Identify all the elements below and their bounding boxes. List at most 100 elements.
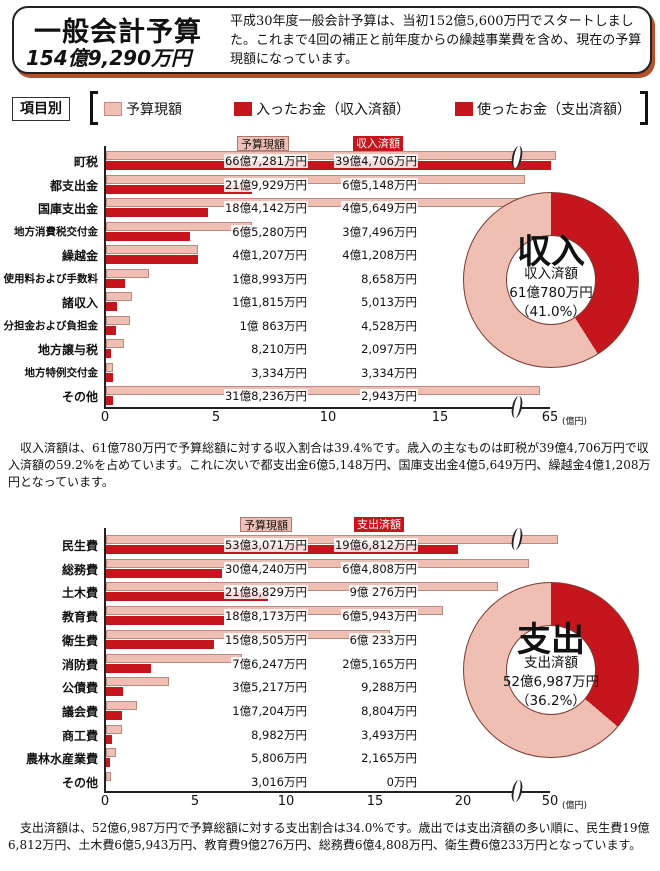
actual-value: 9,288万円: [360, 680, 418, 695]
row-label: その他: [61, 776, 98, 790]
donut-percent: （41.0%）: [516, 304, 586, 320]
budget-value: 5,806万円: [250, 751, 308, 766]
legend-expense: 使ったお金（支出済額）: [455, 99, 631, 119]
actual-value: 3億7,496万円: [341, 224, 418, 239]
actual-value: 6億5,943万円: [341, 609, 418, 624]
row-label: 地方譲与税: [37, 343, 98, 357]
actual-value: 5,013万円: [360, 295, 418, 309]
budget-value: 1億8,993万円: [231, 271, 308, 286]
donut-hole: [506, 625, 596, 715]
donut-percent: （36.2%）: [516, 693, 586, 709]
col-tag-expense: 支出済額: [354, 517, 404, 532]
intro-text: 平成30年度一般会計予算は、当初152億5,600万円でスタートしました。これま…: [230, 14, 642, 67]
actual-value: 4億5,649万円: [341, 201, 418, 215]
bar-actual: [106, 208, 209, 217]
budget-value: 18億4,142万円: [223, 201, 308, 215]
legend-bracket-right: [640, 91, 648, 125]
bar-budget: [106, 362, 114, 372]
legend-label: 予算現額: [126, 102, 182, 118]
donut-hole: [506, 235, 596, 325]
budget-value: 6億5,280万円: [231, 224, 308, 239]
donut-amount: 61億780万円: [509, 285, 593, 301]
category-button[interactable]: 項目別: [12, 97, 70, 121]
revenue-summary: 収入済額は、61億780万円で予算総額に対する収入割合は39.4%です。歳入の主…: [8, 441, 651, 489]
actual-value: 2,943万円: [360, 389, 418, 403]
bar-actual: [106, 255, 199, 264]
y-axis: [104, 146, 106, 408]
bar-actual: [106, 734, 113, 744]
bar-actual: [106, 663, 152, 673]
bar-actual: [106, 372, 114, 382]
legend-label: 入ったお金（収入済額）: [256, 102, 410, 118]
tick: 50: [541, 794, 559, 809]
col-tag-budget: 予算現額: [240, 517, 292, 532]
actual-value: 3,493万円: [360, 727, 418, 742]
bar-actual: [106, 302, 118, 311]
budget-value: 3,016万円: [250, 775, 308, 789]
budget-value: 21億8,829万円: [223, 585, 308, 600]
actual-value: 3,334万円: [360, 365, 418, 380]
legend-label: 使ったお金（支出済額）: [477, 102, 631, 118]
legend-revenue: 入ったお金（収入済額）: [234, 99, 410, 119]
budget-value: 8,210万円: [250, 342, 308, 356]
bar-actual: [106, 616, 225, 626]
legend-swatch-dark: [455, 102, 473, 116]
bar-actual: [106, 710, 122, 720]
expenditure-summary: 支出済額は、52億6,987万円で予算総額に対する支出割合は34.0%です。歳出…: [8, 821, 650, 852]
donut-title: 支出: [517, 620, 585, 660]
row-label: 教育費: [61, 610, 98, 625]
actual-value: 19億6,812万円: [333, 538, 418, 552]
bar-budget: [106, 339, 125, 348]
tick: 5: [211, 410, 221, 425]
x-axis: [104, 791, 550, 793]
bar-budget: [106, 700, 137, 710]
bar-budget: [106, 748, 117, 758]
actual-value: 6億4,808万円: [341, 561, 418, 576]
bar-budget: [106, 724, 123, 734]
bar-actual: [106, 592, 268, 602]
bar-budget: [106, 535, 558, 544]
row-label: 都支出金: [49, 178, 98, 193]
bar-budget: [106, 315, 131, 325]
bar-actual: [106, 278, 126, 288]
axis-break-icon: [510, 780, 524, 802]
legend-swatch-dark: [234, 102, 252, 116]
budget-value: 66億7,281万円: [223, 154, 308, 168]
bar-actual: [106, 568, 222, 578]
actual-value: 2,097万円: [360, 342, 418, 356]
actual-value: 8,804万円: [360, 703, 418, 718]
bar-actual: [106, 758, 110, 768]
actual-value: 8,658万円: [360, 271, 418, 286]
tick: 10: [319, 410, 337, 425]
bar-budget: [106, 558, 530, 568]
bar-actual: [106, 639, 214, 649]
row-label: 商工費: [61, 728, 98, 743]
actual-value: 6億 233万円: [348, 632, 418, 647]
bar-actual: [106, 687, 123, 697]
bar-budget: [106, 174, 526, 184]
header-box: [12, 6, 652, 74]
col-tag-budget: 予算現額: [237, 136, 289, 151]
tick: 0: [100, 410, 110, 425]
axis-unit: (億円): [562, 417, 588, 427]
bar-actual: [106, 349, 111, 358]
budget-value: 7億6,247万円: [231, 656, 308, 671]
row-label: 諸収入: [61, 296, 98, 310]
tick: 20: [454, 794, 472, 809]
axis-break-icon: [510, 396, 524, 418]
bar-budget: [106, 151, 556, 160]
tick: 15: [366, 794, 384, 809]
actual-value: 2,165万円: [360, 751, 418, 766]
row-label: 消防費: [61, 657, 98, 672]
axis-break-icon: [510, 528, 524, 550]
legend-budget: 予算現額: [104, 99, 182, 119]
budget-value: 1億7,204万円: [231, 703, 308, 718]
row-label: 地方特例交付金: [24, 366, 99, 379]
actual-value: 9億 276万円: [348, 585, 418, 600]
actual-value: 39億4,706万円: [333, 154, 418, 168]
row-label: 繰越金: [61, 249, 98, 263]
actual-value: 6億5,148万円: [341, 177, 418, 192]
budget-value: 30億4,240万円: [223, 561, 308, 576]
legend-swatch-light: [104, 102, 122, 116]
actual-value: 0万円: [385, 775, 418, 789]
